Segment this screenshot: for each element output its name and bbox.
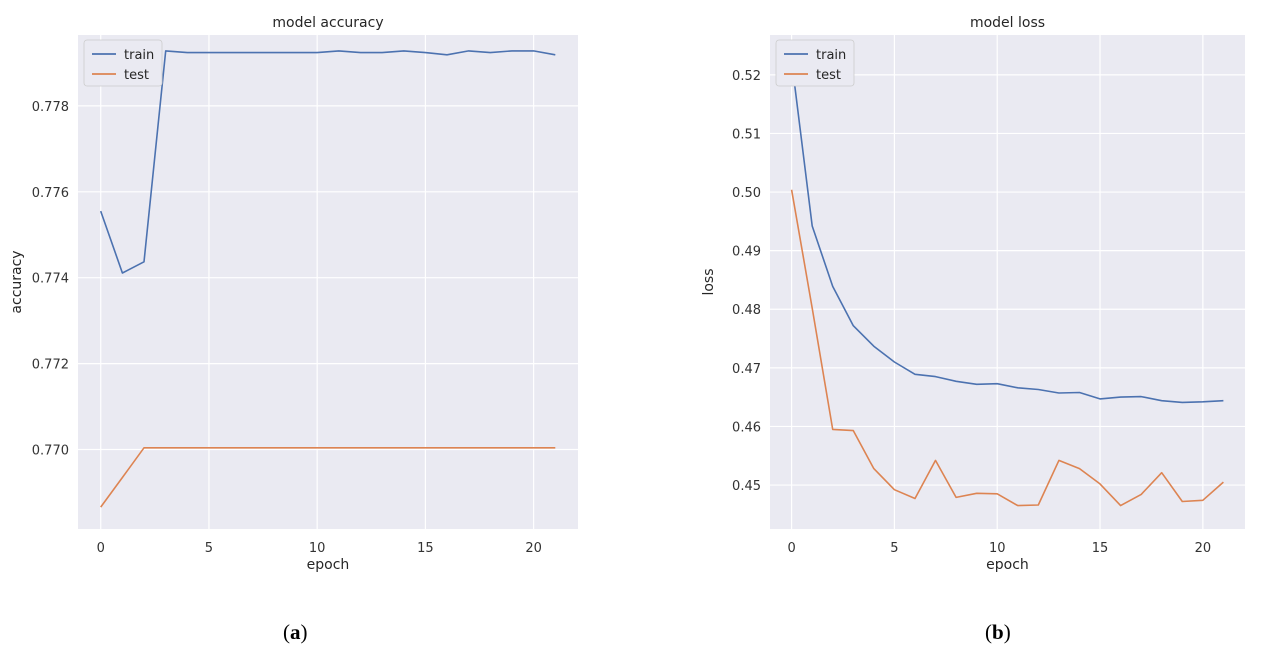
y-tick-label: 0.45: [732, 479, 761, 494]
legend-box: [775, 39, 855, 87]
x-tick-label: 0: [787, 541, 795, 556]
y-tick-label: 0.770: [32, 444, 69, 459]
series-line-test: [100, 446, 556, 508]
chart-panel-2: 0 5 10 15 20 0.45 0.46 0.47 0.48 0.49 0.50 0.51 0.52…: [701, 15, 1245, 573]
y-tick-label: 0.46: [732, 420, 761, 435]
legend-label: train: [816, 48, 846, 63]
plot-area: [770, 35, 1245, 529]
series-line-train: [790, 60, 1224, 404]
legend-label: train: [124, 48, 154, 63]
series-line-test: [790, 189, 1224, 507]
y-tick-label: 0.47: [732, 362, 761, 377]
y-tick-label: 0.48: [732, 303, 761, 318]
y-tick-label: 0.774: [32, 272, 69, 287]
y-tick-label: 0.772: [32, 358, 69, 373]
chart-title: model loss: [970, 15, 1045, 31]
chart-title: model accuracy: [272, 15, 383, 31]
y-axis-label: accuracy: [9, 250, 25, 313]
x-tick-label: 10: [989, 541, 1006, 556]
caption-b: (b): [985, 620, 1011, 644]
x-tick-label: 15: [1092, 541, 1109, 556]
y-tick-label: 0.49: [732, 245, 761, 260]
x-tick-label: 20: [1195, 541, 1212, 556]
x-tick-label: 10: [309, 541, 326, 556]
legend: train test: [775, 39, 855, 87]
y-tick-label: 0.51: [732, 127, 761, 142]
legend-label: test: [816, 68, 841, 83]
series-line-train: [99, 50, 556, 274]
y-tick-label: 0.50: [732, 186, 761, 201]
x-tick-label: 5: [205, 541, 213, 556]
plot-area: [78, 35, 578, 529]
y-tick-label: 0.52: [732, 69, 761, 84]
x-tick-label: 20: [525, 541, 542, 556]
x-axis-label: epoch: [986, 557, 1029, 573]
x-tick-label: 5: [890, 541, 898, 556]
x-axis-label: epoch: [307, 557, 350, 573]
x-tick-label: 15: [417, 541, 434, 556]
legend: train test: [83, 39, 163, 87]
y-tick-label: 0.778: [32, 100, 69, 115]
legend-box: [83, 39, 163, 87]
chart-panel-1: 0 5 10 15 20 0.770 0.772 0.774 0.776 0.778 model a…: [9, 15, 578, 573]
y-tick-label: 0.776: [32, 186, 69, 201]
y-axis-label: loss: [701, 268, 717, 295]
x-tick-label: 0: [97, 541, 105, 556]
caption-a: (a): [283, 620, 308, 644]
legend-label: test: [124, 68, 149, 83]
